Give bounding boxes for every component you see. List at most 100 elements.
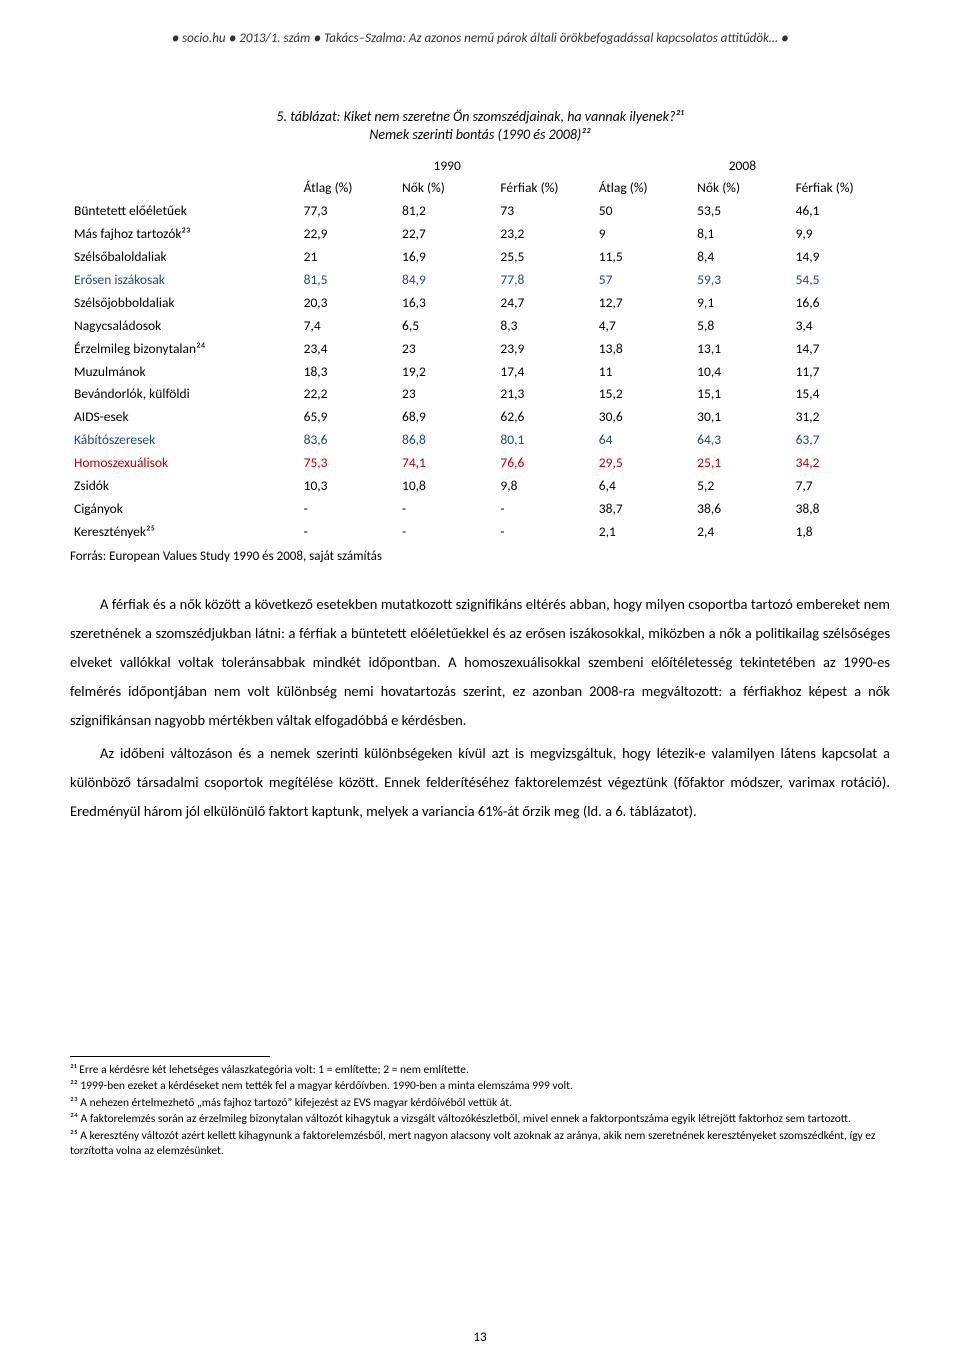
data-cell: 23,9 <box>496 338 594 361</box>
row-label: Szélsőbaloldaliak <box>70 246 300 269</box>
table-row: Muzulmánok18,319,217,41110,411,7 <box>70 361 890 384</box>
data-cell: 57 <box>595 269 693 292</box>
data-cell: 16,6 <box>792 292 890 315</box>
data-cell: 3,4 <box>792 315 890 338</box>
data-cell: 34,2 <box>792 452 890 475</box>
data-cell: 8,1 <box>693 223 791 246</box>
data-cell: 63,7 <box>792 429 890 452</box>
data-cell: 22,7 <box>398 223 496 246</box>
data-cell: 8,3 <box>496 315 594 338</box>
data-cell: 64 <box>595 429 693 452</box>
data-cell: - <box>300 521 398 544</box>
data-cell: 83,6 <box>300 429 398 452</box>
data-cell: 9 <box>595 223 693 246</box>
data-table: 1990 2008 Átlag (%) Nők (%) Férfiak (%) … <box>70 155 890 544</box>
table-year-1990: 1990 <box>300 155 595 178</box>
table-title-line-1: 5. táblázat: Kiket nem szeretne Ön szoms… <box>70 108 890 126</box>
row-label: Bevándorlók, külföldi <box>70 383 300 406</box>
data-cell: 11,7 <box>792 361 890 384</box>
footnote-item: ²¹ Erre a kérdésre két lehetséges válasz… <box>70 1063 890 1079</box>
data-cell: 74,1 <box>398 452 496 475</box>
data-cell: 31,2 <box>792 406 890 429</box>
table-subheader-row: Átlag (%) Nők (%) Férfiak (%) Átlag (%) … <box>70 177 890 200</box>
data-cell: 9,1 <box>693 292 791 315</box>
data-cell: 12,7 <box>595 292 693 315</box>
data-cell: 4,7 <box>595 315 693 338</box>
footnote-rule <box>70 1056 270 1057</box>
data-cell: 2,1 <box>595 521 693 544</box>
table-body: Büntetett előéletűek77,381,2735053,546,1… <box>70 200 890 543</box>
data-cell: 17,4 <box>496 361 594 384</box>
data-cell: 23 <box>398 383 496 406</box>
data-cell: 81,2 <box>398 200 496 223</box>
data-cell: 23 <box>398 338 496 361</box>
data-cell: 53,5 <box>693 200 791 223</box>
data-cell: 18,3 <box>300 361 398 384</box>
data-cell: 24,7 <box>496 292 594 315</box>
table-row: Érzelmileg bizonytalan²⁴23,42323,913,813… <box>70 338 890 361</box>
paragraph-2: Az időbeni változáson és a nemek szerint… <box>70 739 890 826</box>
data-cell: 38,6 <box>693 498 791 521</box>
row-label: Homoszexuálisok <box>70 452 300 475</box>
table-row: Homoszexuálisok75,374,176,629,525,134,2 <box>70 452 890 475</box>
data-cell: 62,6 <box>496 406 594 429</box>
data-cell: 21 <box>300 246 398 269</box>
data-cell: 30,1 <box>693 406 791 429</box>
data-cell: 75,3 <box>300 452 398 475</box>
data-cell: - <box>496 498 594 521</box>
data-cell: 15,2 <box>595 383 693 406</box>
data-cell: 2,4 <box>693 521 791 544</box>
data-cell: 11,5 <box>595 246 693 269</box>
data-cell: - <box>398 521 496 544</box>
data-cell: 10,3 <box>300 475 398 498</box>
data-cell: 23,2 <box>496 223 594 246</box>
data-cell: 23,4 <box>300 338 398 361</box>
table-year-2008: 2008 <box>595 155 890 178</box>
data-cell: 7,4 <box>300 315 398 338</box>
data-cell: - <box>398 498 496 521</box>
footnote-item: ²² 1999-ben ezeket a kérdéseket nem tett… <box>70 1079 890 1095</box>
data-cell: 5,2 <box>693 475 791 498</box>
data-cell: 10,8 <box>398 475 496 498</box>
data-cell: 73 <box>496 200 594 223</box>
data-cell: 86,8 <box>398 429 496 452</box>
row-label: Erősen iszákosak <box>70 269 300 292</box>
footnote-item: ²⁵ A keresztény változót azért kellett k… <box>70 1129 890 1160</box>
data-cell: 8,4 <box>693 246 791 269</box>
row-label: AIDS-esek <box>70 406 300 429</box>
row-label: Cigányok <box>70 498 300 521</box>
row-label: Nagycsaládosok <box>70 315 300 338</box>
row-label: Muzulmánok <box>70 361 300 384</box>
body-text: A férfiak és a nők között a következő es… <box>70 590 890 826</box>
data-cell: 84,9 <box>398 269 496 292</box>
data-cell: 22,2 <box>300 383 398 406</box>
row-label: Kábítószeresek <box>70 429 300 452</box>
data-cell: 22,9 <box>300 223 398 246</box>
data-cell: 65,9 <box>300 406 398 429</box>
data-cell: 15,1 <box>693 383 791 406</box>
data-cell: 30,6 <box>595 406 693 429</box>
data-cell: 38,8 <box>792 498 890 521</box>
table-row: Büntetett előéletűek77,381,2735053,546,1 <box>70 200 890 223</box>
data-cell: 11 <box>595 361 693 384</box>
data-cell: 46,1 <box>792 200 890 223</box>
table-year-row: 1990 2008 <box>70 155 890 178</box>
data-cell: 14,7 <box>792 338 890 361</box>
data-cell: 14,9 <box>792 246 890 269</box>
data-cell: 59,3 <box>693 269 791 292</box>
table-row: AIDS-esek65,968,962,630,630,131,2 <box>70 406 890 429</box>
data-cell: 6,5 <box>398 315 496 338</box>
table-row: Erősen iszákosak81,584,977,85759,354,5 <box>70 269 890 292</box>
table-blank-subheader <box>70 177 300 200</box>
table-row: Keresztények²⁵---2,12,41,8 <box>70 521 890 544</box>
data-cell: 29,5 <box>595 452 693 475</box>
col-nok-1990: Nők (%) <box>398 177 496 200</box>
data-cell: - <box>496 521 594 544</box>
table-row: Szélsőbaloldaliak2116,925,511,58,414,9 <box>70 246 890 269</box>
data-cell: 7,7 <box>792 475 890 498</box>
data-cell: 5,8 <box>693 315 791 338</box>
table-row: Bevándorlók, külföldi22,22321,315,215,11… <box>70 383 890 406</box>
data-cell: 64,3 <box>693 429 791 452</box>
row-label: Keresztények²⁵ <box>70 521 300 544</box>
table-blank-header <box>70 155 300 178</box>
